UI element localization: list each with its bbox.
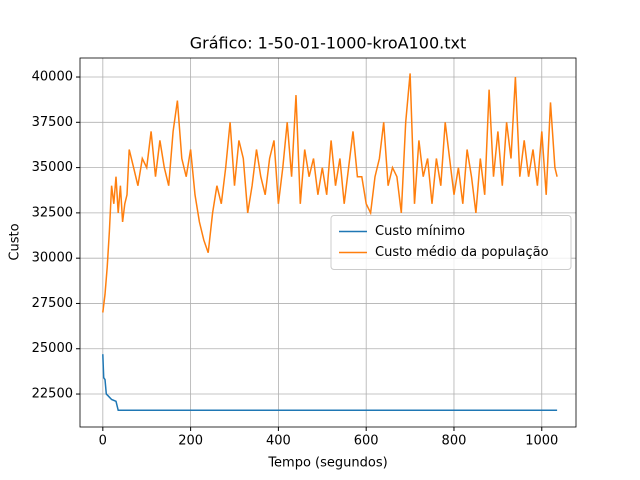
x-tick-label: 0	[99, 434, 107, 449]
chart-title: Gráfico: 1-50-01-1000-kroA100.txt	[190, 34, 467, 53]
y-tick-label: 27500	[32, 296, 73, 311]
x-tick-label: 800	[442, 434, 467, 449]
legend-label: Custo médio da população	[375, 245, 549, 260]
y-tick-label: 40000	[32, 70, 73, 85]
y-tick-label: 30000	[32, 251, 73, 266]
x-tick-label: 200	[178, 434, 203, 449]
y-axis-label: Custo	[8, 223, 23, 260]
axes-frame	[79, 57, 577, 428]
line	[102, 354, 558, 412]
x-axis-label: Tempo (segundos)	[267, 456, 387, 471]
x-tick-label: 1000	[525, 434, 558, 449]
x-tick-label: 400	[266, 434, 291, 449]
line	[102, 73, 558, 313]
y-tick-label: 22500	[32, 387, 73, 402]
y-tick-label: 32500	[32, 205, 73, 220]
legend-label: Custo mínimo	[375, 224, 465, 239]
y-tick-label: 35000	[32, 160, 73, 175]
x-tick-label: 600	[354, 434, 379, 449]
y-tick-label: 25000	[32, 341, 73, 356]
y-tick-label: 37500	[32, 115, 73, 130]
legend-box	[330, 215, 572, 270]
